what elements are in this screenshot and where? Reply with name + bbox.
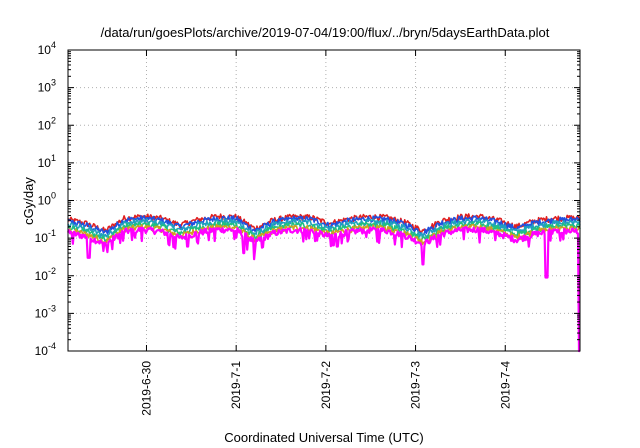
y-tick-base: 10 bbox=[38, 43, 52, 57]
x-tick-label: 2019-7-4 bbox=[498, 361, 512, 409]
x-tick-label: 2019-7-3 bbox=[409, 361, 423, 409]
y-tick-base: 10 bbox=[35, 269, 49, 283]
y-tick-exponent: 4 bbox=[51, 40, 56, 50]
y-tick-exponent: -4 bbox=[48, 341, 56, 351]
y-tick-exponent: 2 bbox=[51, 115, 56, 125]
y-tick-exponent: 1 bbox=[51, 153, 56, 163]
x-axis-label: Coordinated Universal Time (UTC) bbox=[224, 430, 423, 445]
y-tick-exponent: -3 bbox=[48, 303, 56, 313]
x-axis: 2019-6-30 2019-7-1 2019-7-2 2019-7-3 2019-7-… bbox=[139, 50, 512, 416]
y-tick-base: 10 bbox=[38, 81, 52, 95]
grid bbox=[68, 50, 580, 351]
y-axis-label: cGy/day bbox=[21, 177, 36, 225]
y-tick-label: 100 bbox=[38, 191, 56, 208]
y-tick-label: 10-4 bbox=[35, 341, 56, 358]
series-line-2 bbox=[67, 215, 581, 236]
y-tick-label: 103 bbox=[38, 78, 56, 95]
plot-area bbox=[66, 213, 581, 353]
chart-title: /data/run/goesPlots/archive/2019-07-04/1… bbox=[101, 25, 550, 40]
y-tick-label: 104 bbox=[38, 40, 56, 57]
x-tick-label: 2019-7-1 bbox=[229, 361, 243, 409]
series-line-6 bbox=[66, 226, 581, 353]
y-tick-base: 10 bbox=[38, 156, 52, 170]
y-tick-base: 10 bbox=[38, 118, 52, 132]
y-tick-exponent: -1 bbox=[48, 228, 56, 238]
y-tick-label: 10-1 bbox=[35, 228, 56, 245]
y-tick-base: 10 bbox=[35, 344, 49, 358]
y-tick-base: 10 bbox=[35, 231, 49, 245]
y-tick-label: 10-3 bbox=[35, 303, 56, 320]
y-tick-base: 10 bbox=[38, 194, 52, 208]
y-tick-exponent: 0 bbox=[51, 191, 56, 201]
y-tick-base: 10 bbox=[35, 306, 49, 320]
y-tick-label: 10-2 bbox=[35, 266, 56, 283]
y-tick-exponent: 3 bbox=[51, 78, 56, 88]
x-tick-label: 2019-6-30 bbox=[139, 361, 153, 416]
y-tick-label: 101 bbox=[38, 153, 56, 170]
y-tick-exponent: -2 bbox=[48, 266, 56, 276]
x-tick-label: 2019-7-2 bbox=[319, 361, 333, 409]
y-tick-label: 102 bbox=[38, 115, 56, 132]
